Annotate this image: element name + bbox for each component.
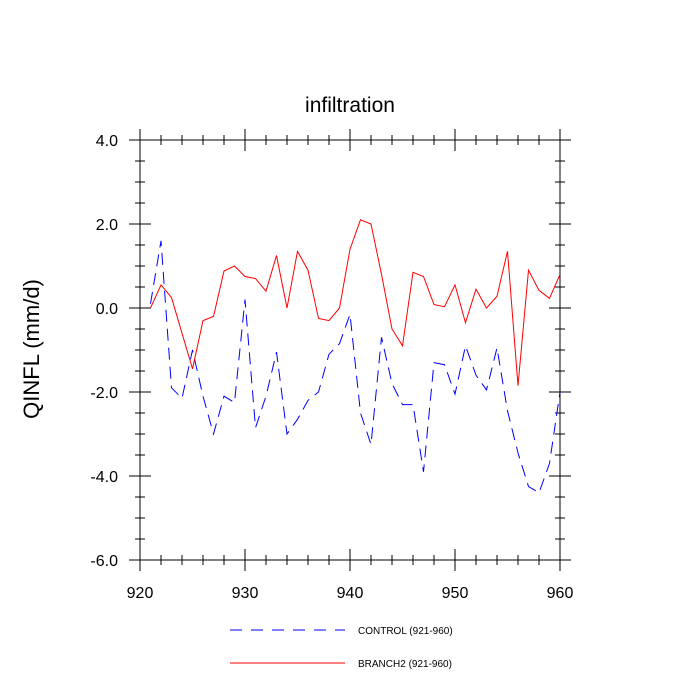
y-axis-label: QINFL (mm/d) [19, 279, 44, 419]
y-tick-label: -4.0 [90, 469, 118, 486]
x-tick-label: 930 [232, 585, 259, 602]
x-tick-label: 920 [127, 585, 154, 602]
series-line-control [150, 240, 561, 494]
series-layer [150, 219, 561, 494]
x-tick-label: 950 [442, 585, 469, 602]
legend-label: CONTROL (921-960) [358, 626, 453, 637]
y-tick-label: 0.0 [96, 301, 118, 318]
plot-frame [139, 139, 561, 561]
series-line-branch2 [150, 219, 561, 386]
x-tick-label: 960 [547, 585, 574, 602]
legend-label: BRANCH2 (921-960) [358, 659, 452, 670]
legend: CONTROL (921-960) BRANCH2 (921-960) [230, 626, 453, 670]
y-tick-label: 4.0 [96, 133, 118, 150]
y-tick-label: -2.0 [90, 385, 118, 402]
y-tick-label: 2.0 [96, 217, 118, 234]
chart-title: infiltration [305, 94, 395, 117]
axis-tick-labels: 920 930 940 950 960 4.0 2.0 0.0 -2.0 -4.0 -6.0 [90, 133, 573, 602]
x-tick-label: 940 [337, 585, 364, 602]
y-tick-label: -6.0 [90, 553, 118, 570]
axis-ticks [129, 129, 571, 571]
